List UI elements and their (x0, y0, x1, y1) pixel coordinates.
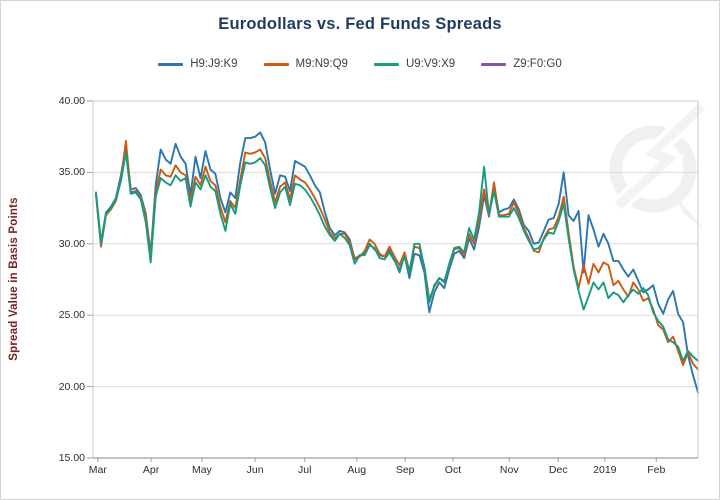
chart-title: Eurodollars vs. Fed Funds Spreads (218, 15, 502, 33)
x-tick-label: Apr (142, 464, 160, 476)
x-tick-label: Jul (298, 464, 312, 476)
legend-swatch-icon (158, 62, 184, 66)
y-tick-label: 20.00 (58, 380, 85, 393)
legend-label: Z9:F0:G0 (513, 58, 562, 70)
x-tick-label: May (191, 464, 212, 476)
legend-swatch-icon (263, 62, 289, 66)
legend-item-u9-v9-x9[interactable]: U9:V9:X9 (373, 58, 456, 70)
legend-item-z9-f0-g0[interactable]: Z9:F0:G0 (481, 58, 562, 70)
x-tick-label: Feb (647, 464, 666, 476)
watermark-logo-icon (609, 99, 708, 229)
gridlines (93, 171, 698, 388)
legend-swatch-icon (481, 62, 507, 66)
legend-label: M9:N9:Q9 (295, 58, 348, 70)
legend-item-m9-n9-q9[interactable]: M9:N9:Q9 (263, 58, 348, 70)
legend-label: H9:J9:K9 (190, 58, 238, 70)
x-tick-label: Sep (395, 464, 415, 476)
series-lines (95, 131, 699, 394)
plot-frame (87, 100, 699, 462)
legend-label: U9:V9:X9 (405, 58, 456, 70)
x-tick-label: Dec (548, 464, 568, 476)
legend-swatch-icon (373, 62, 399, 66)
x-tick-label: Jun (246, 464, 264, 476)
y-tick-label: 40.00 (58, 95, 85, 107)
x-tick-label: Oct (444, 464, 462, 476)
legend-item-h9-j9-k9[interactable]: H9:J9:K9 (158, 58, 238, 70)
legend: H9:J9:K9 M9:N9:Q9 U9:V9:X9 Z9:F0:G0 (1, 58, 719, 70)
x-tick-label: Nov (499, 464, 519, 476)
x-tick-label: 2019 (593, 464, 617, 476)
x-tick-label: Mar (88, 464, 107, 476)
y-tick-label: 25.00 (58, 309, 85, 322)
y-tick-label: 30.00 (58, 237, 85, 250)
y-tick-label: 35.00 (58, 166, 85, 179)
y-tick-label: 15.00 (58, 452, 85, 464)
x-tick-label: Aug (347, 464, 367, 476)
